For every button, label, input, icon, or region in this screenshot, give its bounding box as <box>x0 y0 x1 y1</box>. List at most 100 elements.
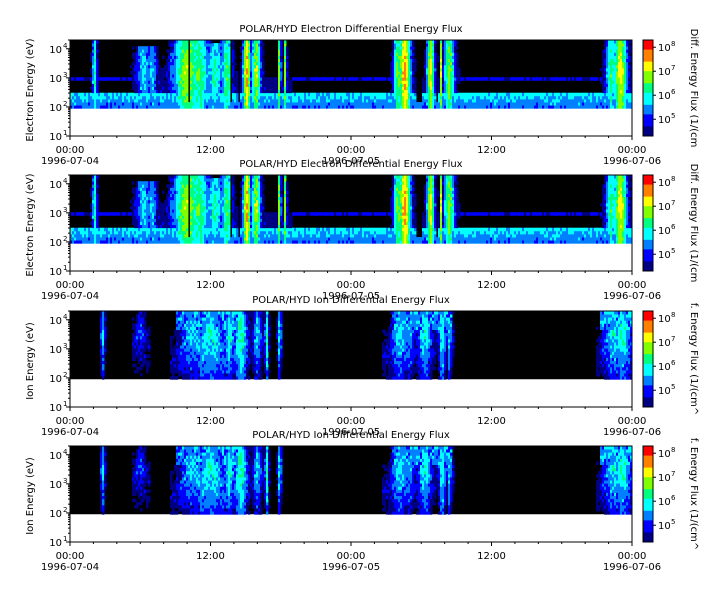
flux-cell <box>412 95 415 100</box>
flux-cell <box>500 95 503 100</box>
flux-cell <box>196 218 199 222</box>
flux-cell <box>72 95 75 100</box>
flux-cell <box>138 218 141 222</box>
flux-cell <box>226 199 229 204</box>
flux-cell <box>164 64 167 69</box>
flux-cell <box>186 89 189 94</box>
flux-cell <box>608 64 611 69</box>
flux-cell <box>562 95 565 100</box>
flux-cell <box>224 221 227 226</box>
flux-cell <box>216 46 219 50</box>
flux-cell <box>456 40 459 44</box>
flux-cell <box>280 86 283 91</box>
flux-cell <box>428 46 431 50</box>
flux-cell <box>250 212 253 216</box>
flux-cell <box>360 77 363 81</box>
flux-cell <box>378 95 381 100</box>
flux-cell <box>152 61 155 66</box>
flux-cell <box>188 240 191 244</box>
flux-cell <box>100 92 103 97</box>
flux-cell <box>148 46 151 50</box>
flux-cell <box>180 221 183 226</box>
flux-cell <box>146 49 149 53</box>
flux-cell <box>74 230 77 235</box>
flux-cell <box>540 102 543 106</box>
flux-cell <box>434 64 437 69</box>
flux-cell <box>140 67 143 72</box>
flux-cell <box>356 77 359 81</box>
flux-cell <box>110 92 113 97</box>
flux-cell <box>398 46 401 50</box>
flux-cell <box>404 86 407 91</box>
flux-cell <box>166 215 169 219</box>
flux-cell <box>240 49 243 53</box>
flux-cell <box>210 212 213 216</box>
flux-cell <box>172 193 175 198</box>
flux-cell <box>544 92 547 97</box>
flux-cell <box>276 105 279 109</box>
flux-cell <box>146 105 149 109</box>
flux-cell <box>202 181 205 185</box>
flux-cell <box>142 46 145 50</box>
flux-cell <box>98 92 101 97</box>
flux-cell <box>90 215 93 219</box>
colorbar-segment <box>643 126 653 130</box>
flux-cell <box>142 61 145 66</box>
flux-cell <box>204 43 207 47</box>
flux-cell <box>624 64 627 69</box>
flux-cell <box>368 95 371 100</box>
flux-cell <box>234 102 237 106</box>
flux-cell <box>130 105 133 109</box>
flux-cell <box>74 102 77 106</box>
flux-cell <box>196 43 199 47</box>
flux-cell <box>244 209 247 213</box>
flux-cell <box>402 64 405 69</box>
flux-cell <box>224 224 227 229</box>
flux-cell <box>510 77 513 81</box>
flux-cell <box>244 40 247 44</box>
flux-cell <box>186 102 189 106</box>
flux-cell <box>604 52 607 56</box>
flux-cell <box>200 187 203 191</box>
flux-cell <box>394 71 397 75</box>
flux-cell <box>626 74 629 78</box>
flux-cell <box>244 102 247 106</box>
flux-cell <box>246 218 249 222</box>
flux-cell <box>136 221 139 226</box>
flux-cell <box>110 77 113 81</box>
flux-cell <box>202 221 205 226</box>
flux-cell <box>178 227 181 232</box>
flux-cell <box>92 74 95 78</box>
flux-cell <box>162 233 165 238</box>
flux-cell <box>130 92 133 97</box>
flux-cell <box>136 199 139 204</box>
flux-cell <box>454 95 457 100</box>
flux-cell <box>404 71 407 75</box>
flux-cell <box>150 86 153 91</box>
flux-cell <box>192 55 195 60</box>
flux-cell <box>222 67 225 72</box>
flux-cell <box>544 102 547 106</box>
flux-cell <box>342 102 345 106</box>
flux-cell <box>392 52 395 56</box>
flux-cell <box>462 92 465 97</box>
flux-cell <box>248 209 251 213</box>
flux-cell <box>168 105 171 109</box>
flux-cell <box>180 215 183 219</box>
flux-cell <box>146 224 149 229</box>
flux-cell <box>452 40 455 44</box>
flux-cell <box>274 105 277 109</box>
flux-cell <box>408 67 411 72</box>
flux-cell <box>114 98 117 103</box>
flux-cell <box>112 105 115 109</box>
flux-cell <box>624 52 627 56</box>
flux-cell <box>612 55 615 60</box>
flux-cell <box>246 233 249 238</box>
flux-cell <box>326 102 329 106</box>
flux-cell <box>226 46 229 50</box>
flux-cell <box>76 102 79 106</box>
flux-cell <box>606 46 609 50</box>
flux-cell <box>194 102 197 106</box>
flux-cell <box>102 227 105 232</box>
flux-cell <box>240 206 243 210</box>
